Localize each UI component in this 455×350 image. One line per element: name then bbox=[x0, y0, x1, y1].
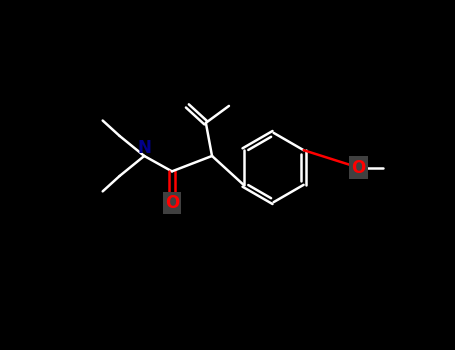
Text: O: O bbox=[351, 159, 365, 176]
Text: O: O bbox=[165, 194, 179, 212]
Text: N: N bbox=[137, 139, 151, 157]
